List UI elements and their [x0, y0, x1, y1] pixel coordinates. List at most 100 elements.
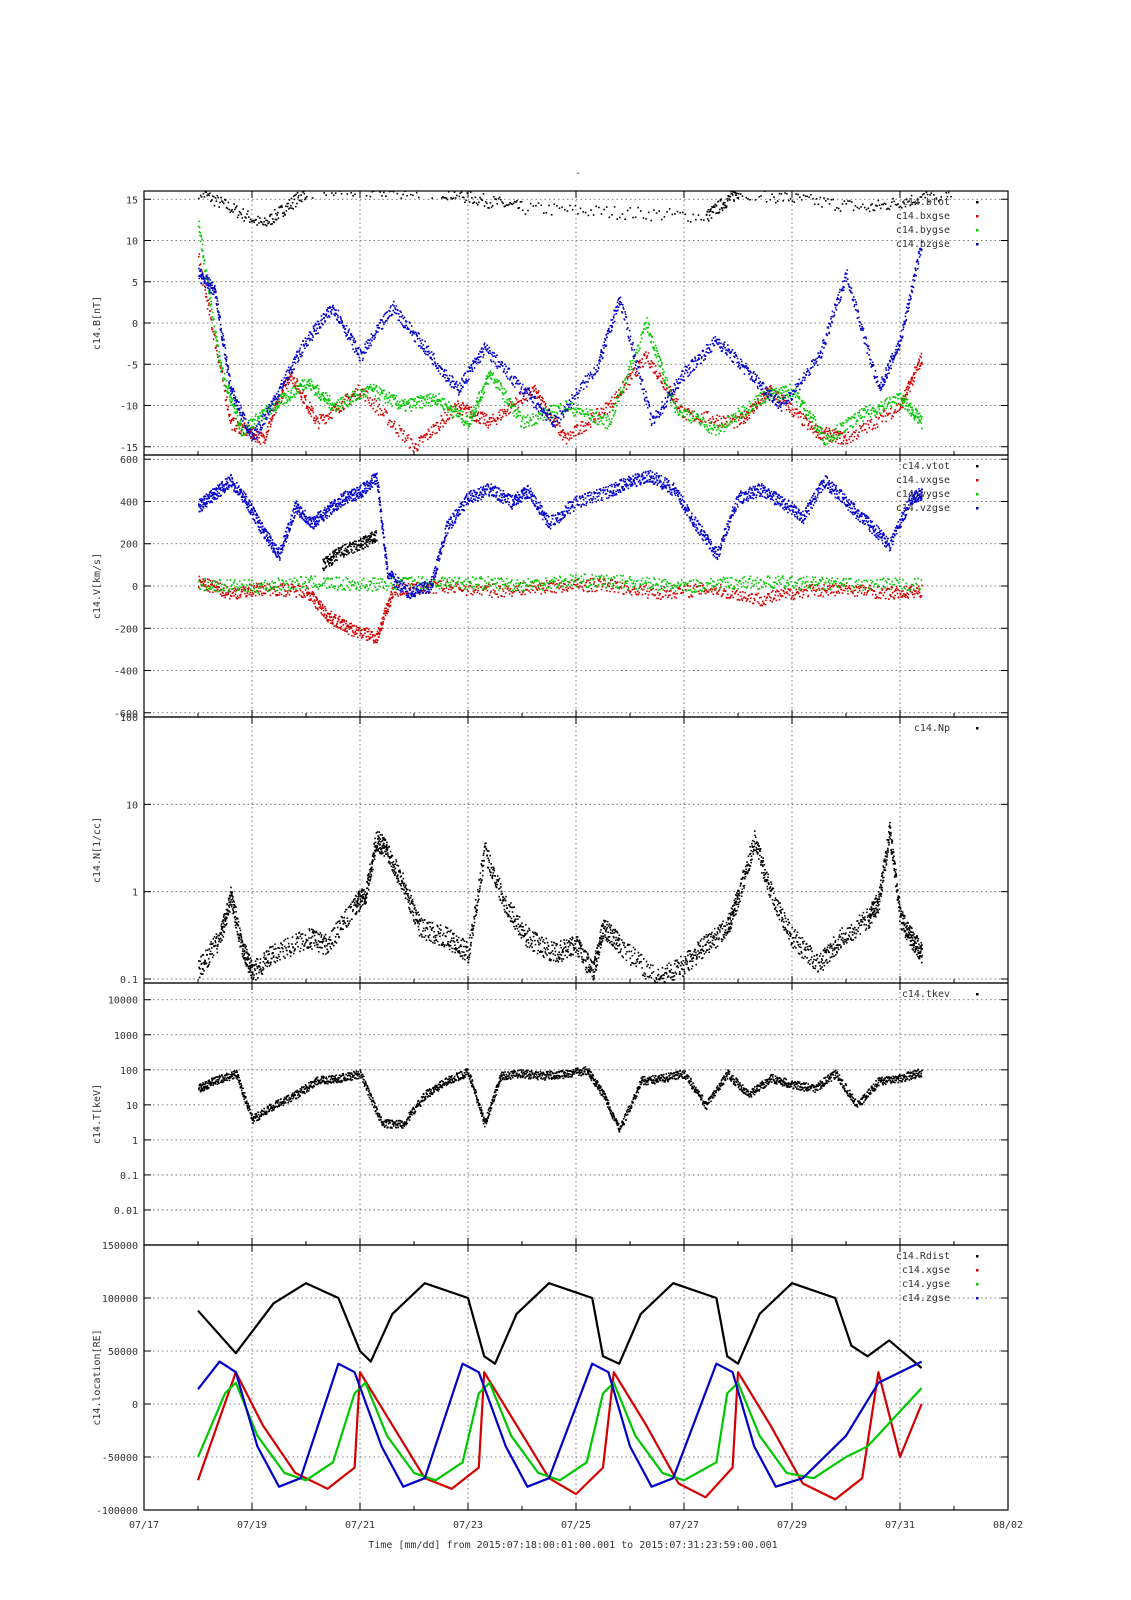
data-point [394, 307, 396, 309]
data-point [285, 397, 287, 399]
data-point [757, 399, 760, 401]
data-point [769, 198, 772, 201]
data-point [342, 324, 344, 327]
data-point [221, 339, 223, 342]
data-point [640, 337, 643, 340]
data-point [392, 425, 394, 427]
data-point [521, 401, 523, 404]
data-point [736, 426, 739, 428]
data-point [700, 362, 702, 364]
data-point [660, 361, 663, 364]
data-point [466, 404, 469, 406]
data-point [510, 402, 513, 405]
data-point [600, 349, 602, 351]
data-point [814, 426, 816, 429]
data-point [679, 381, 681, 384]
data-point [707, 344, 709, 346]
data-point [336, 319, 339, 321]
data-point [699, 354, 701, 357]
data-point [423, 434, 426, 436]
data-point [479, 411, 482, 414]
data-point [637, 365, 639, 368]
data-point [800, 199, 803, 201]
data-point [709, 421, 712, 424]
data-point [553, 411, 556, 413]
data-point [746, 369, 749, 371]
data-point [596, 423, 599, 425]
data-point [673, 407, 676, 410]
data-point [586, 413, 588, 415]
data-point [642, 392, 645, 395]
data-point [510, 375, 513, 378]
data-point [264, 442, 266, 444]
data-point [707, 218, 709, 220]
data-point [539, 406, 542, 408]
data-point [472, 412, 475, 414]
data-point [785, 400, 787, 402]
data-point [712, 418, 715, 420]
data-point [222, 201, 224, 203]
data-point [238, 407, 240, 410]
data-point [645, 326, 648, 329]
data-point [281, 393, 284, 395]
data-point [783, 402, 786, 405]
data-point [218, 319, 220, 321]
data-point [808, 374, 810, 377]
data-point [261, 223, 264, 225]
data-point [326, 394, 328, 397]
data-point [436, 363, 439, 365]
data-point [921, 361, 923, 364]
data-point [574, 204, 577, 207]
data-point [506, 371, 508, 373]
data-point [621, 390, 624, 392]
data-point [900, 406, 903, 409]
data-point [547, 409, 549, 412]
data-point [241, 413, 244, 416]
data-point [230, 210, 232, 212]
data-point [665, 377, 668, 379]
data-point [199, 269, 202, 271]
data-point [697, 359, 699, 361]
data-point [461, 421, 463, 424]
data-point [699, 424, 702, 426]
data-point [427, 402, 429, 405]
data-point [280, 204, 283, 207]
data-point [444, 403, 446, 406]
data-point [759, 392, 762, 394]
data-point [624, 311, 626, 313]
data-point [375, 187, 377, 189]
data-point [753, 381, 756, 384]
data-point [434, 361, 436, 363]
data-point [715, 418, 718, 420]
data-point [489, 423, 492, 426]
data-point [450, 409, 452, 412]
data-point [378, 403, 381, 406]
data-point [683, 410, 686, 412]
data-point [582, 425, 585, 427]
data-point [846, 439, 848, 442]
data-point [668, 392, 670, 395]
data-point [727, 424, 730, 427]
data-point [739, 412, 742, 415]
data-point [709, 210, 712, 213]
data-point [905, 198, 908, 200]
data-point [477, 403, 479, 405]
data-point [303, 344, 306, 347]
data-point [573, 426, 576, 429]
data-point [714, 336, 717, 338]
data-point [915, 415, 917, 418]
data-point [508, 413, 510, 415]
data-point [405, 324, 407, 327]
data-point [766, 389, 768, 391]
data-point [381, 390, 383, 392]
data-point [690, 413, 693, 415]
data-point [256, 428, 259, 431]
data-point [207, 304, 210, 307]
data-point [479, 196, 481, 199]
data-point [520, 400, 523, 402]
data-point [584, 412, 587, 415]
data-point [655, 375, 658, 377]
data-point [912, 379, 914, 382]
data-point [696, 417, 698, 420]
data-point [883, 410, 885, 413]
